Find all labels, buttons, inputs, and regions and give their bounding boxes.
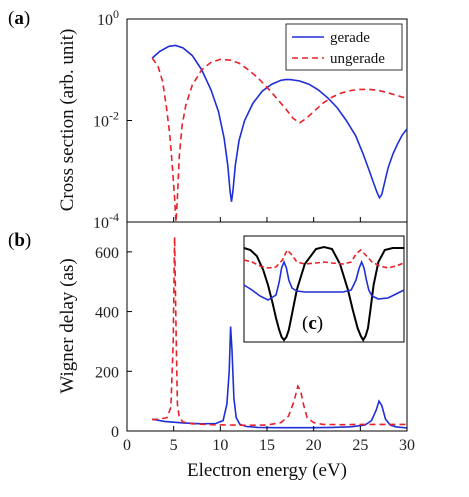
panel-b-y-tick-label: 400 (95, 305, 119, 322)
panel-b-y-tick-label: 600 (95, 245, 119, 262)
panel-a-legend: gerade ungerade (285, 23, 403, 71)
inset-c-series-0 (243, 245, 404, 342)
panel-b-x-tick-label: 20 (306, 437, 322, 454)
panel-a-series-ungerade (151, 57, 408, 223)
legend-label-ungerade: ungerade (330, 51, 385, 67)
legend-box (285, 23, 403, 71)
panel-b-label: (b) (8, 230, 31, 251)
panel-a-y-tick-label: 10-2 (93, 109, 119, 131)
panel-a-y-ticks: 100 10-2 10-4 (93, 7, 132, 232)
panel-c-label: (c) (302, 313, 323, 334)
legend-label-gerade: gerade (330, 30, 370, 46)
inset-c: (c) (243, 235, 405, 343)
inset-c-frame (243, 235, 405, 343)
panel-b-y-axis-label: Wigner delay (as) (57, 258, 78, 393)
panel-b-x-tick-label: 0 (123, 437, 131, 454)
panel-b-y-tick-label: 0 (111, 424, 119, 441)
panel-b-series-gerade (152, 326, 408, 429)
panel-b-x-tick-label: 30 (399, 437, 415, 454)
panel-b-x-tick-label: 5 (170, 437, 178, 454)
panel-b-x-tick-label: 10 (212, 437, 228, 454)
panel-a-x-ticks (126, 217, 408, 222)
panel-a-label: (a) (8, 8, 30, 29)
panel-a-y-tick-label: 10-4 (93, 210, 119, 232)
inset-c-series (243, 245, 405, 342)
panel-b: (b) 0 200 400 600 0 5 10 15 20 25 30 Wigner delay… (8, 221, 415, 481)
panel-b-x-tick-label: 25 (352, 437, 368, 454)
panel-a: (a) 100 10-2 10-4 Cross section (arb. unit… (8, 7, 408, 232)
panel-b-x-tick-label: 15 (259, 437, 275, 454)
panel-b-y-tick-label: 200 (95, 364, 119, 381)
panel-a-y-axis-label: Cross section (arb. unit) (57, 29, 78, 212)
panel-b-x-ticks: 0 5 10 15 20 25 30 (123, 426, 415, 454)
panel-a-series (151, 44, 408, 223)
x-axis-label: Electron energy (eV) (187, 460, 347, 481)
panel-a-y-tick-label: 100 (97, 7, 119, 29)
inset-c-series-2 (243, 248, 405, 269)
panel-b-y-ticks: 0 200 400 600 (95, 245, 132, 441)
panel-b-series-ungerade (152, 236, 407, 427)
inset-c-series-1 (243, 259, 405, 301)
panel-b-series (152, 236, 408, 429)
panel-a-series-gerade (151, 44, 408, 202)
